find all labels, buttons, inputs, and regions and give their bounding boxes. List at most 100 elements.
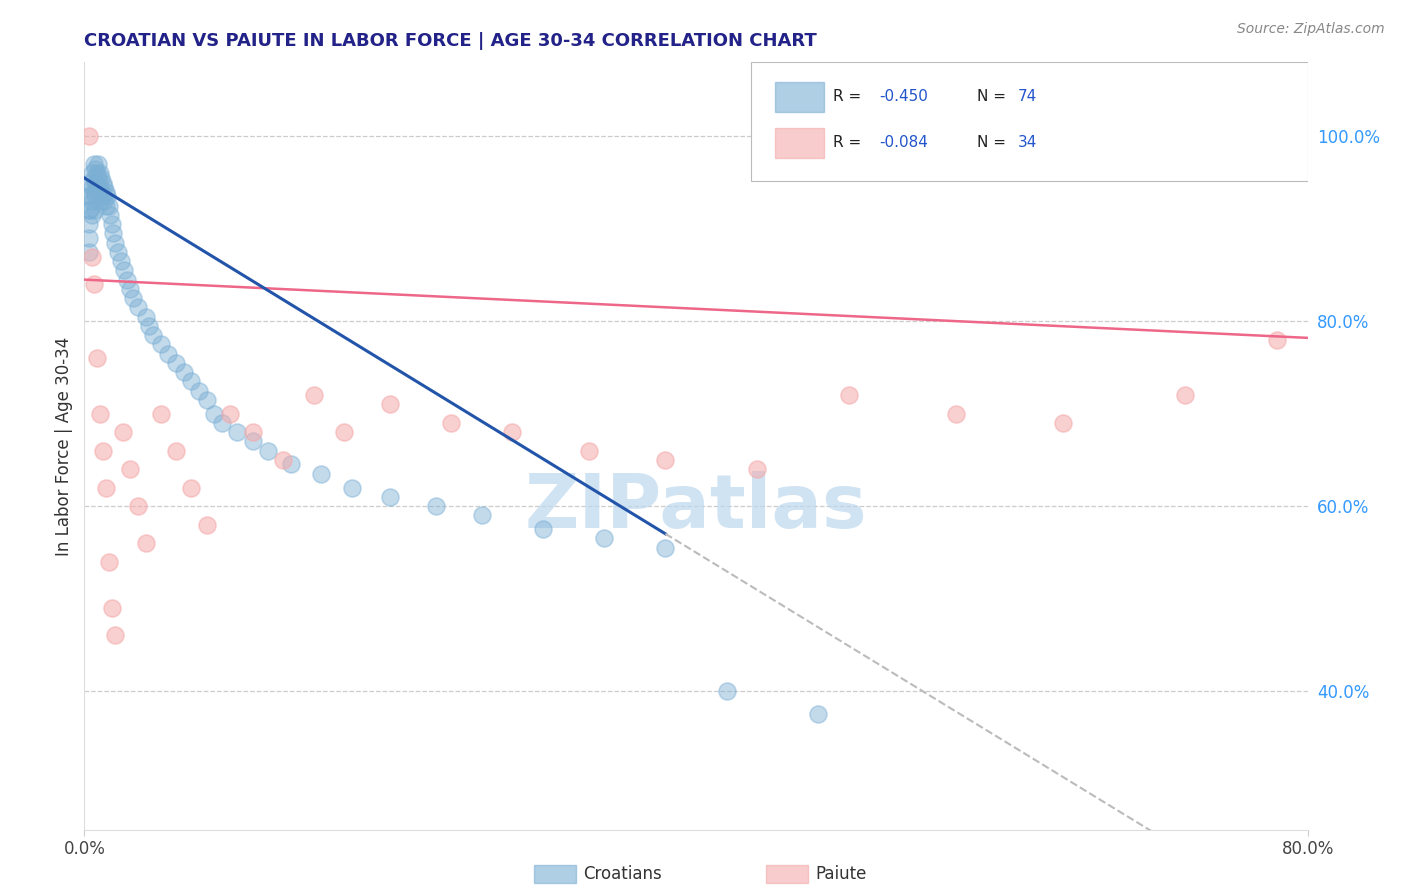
Point: [1052, 416, 1074, 430]
Point: [83, 157, 105, 171]
Point: [165, 356, 187, 370]
FancyBboxPatch shape: [776, 81, 824, 112]
Point: [138, 318, 160, 333]
Point: [311, 467, 333, 481]
Point: [89, 166, 111, 180]
Point: [90, 171, 112, 186]
Point: [77, 129, 100, 144]
Point: [165, 443, 187, 458]
Point: [242, 425, 264, 439]
Point: [531, 522, 554, 536]
Text: Croatians: Croatians: [583, 865, 662, 883]
Point: [104, 628, 127, 642]
Point: [98, 208, 121, 222]
Point: [135, 310, 157, 324]
Text: R =: R =: [832, 136, 866, 151]
Point: [93, 180, 115, 194]
Point: [101, 600, 124, 615]
Y-axis label: In Labor Force | Age 30-34: In Labor Force | Age 30-34: [55, 336, 73, 556]
Point: [654, 453, 676, 467]
Point: [77, 244, 100, 259]
Point: [86, 180, 108, 194]
Text: 34: 34: [1018, 136, 1038, 151]
Point: [77, 217, 100, 231]
Point: [77, 203, 100, 218]
Point: [87, 185, 110, 199]
Point: [593, 532, 616, 546]
Point: [97, 199, 120, 213]
Point: [340, 481, 363, 495]
Point: [96, 189, 118, 203]
Point: [654, 541, 676, 555]
Point: [104, 235, 127, 250]
Point: [103, 227, 125, 241]
Point: [747, 462, 769, 476]
Point: [80, 194, 103, 208]
Point: [180, 374, 202, 388]
Point: [1265, 333, 1288, 347]
Point: [142, 328, 165, 343]
Point: [79, 189, 101, 203]
Point: [87, 171, 110, 186]
Point: [80, 166, 103, 180]
Point: [77, 231, 100, 245]
Point: [838, 388, 860, 402]
Text: Paiute: Paiute: [815, 865, 868, 883]
Point: [112, 263, 135, 277]
Point: [280, 458, 302, 472]
Point: [157, 346, 180, 360]
Point: [79, 203, 101, 218]
Point: [91, 176, 114, 190]
Point: [425, 499, 447, 513]
Point: [333, 425, 356, 439]
Text: R =: R =: [832, 89, 866, 104]
Point: [89, 194, 111, 208]
Point: [716, 684, 738, 698]
Point: [211, 416, 233, 430]
Point: [107, 244, 129, 259]
Text: ZIPatlas: ZIPatlas: [524, 471, 868, 544]
Point: [115, 272, 138, 286]
Text: N =: N =: [977, 89, 1011, 104]
Point: [120, 462, 142, 476]
Point: [94, 199, 117, 213]
Point: [257, 443, 280, 458]
Point: [110, 254, 132, 268]
Point: [945, 407, 967, 421]
Point: [188, 384, 211, 398]
Point: [440, 416, 463, 430]
Point: [77, 189, 100, 203]
Point: [86, 351, 108, 366]
Point: [122, 291, 145, 305]
Point: [195, 392, 218, 407]
Point: [120, 282, 142, 296]
Text: -0.084: -0.084: [880, 136, 928, 151]
Point: [202, 407, 225, 421]
Text: CROATIAN VS PAIUTE IN LABOR FORCE | AGE 30-34 CORRELATION CHART: CROATIAN VS PAIUTE IN LABOR FORCE | AGE …: [84, 32, 817, 50]
Point: [84, 189, 107, 203]
Point: [149, 337, 172, 351]
Point: [84, 176, 107, 190]
Point: [89, 180, 111, 194]
Text: 74: 74: [1018, 89, 1038, 104]
Point: [91, 189, 114, 203]
Text: -0.450: -0.450: [880, 89, 928, 104]
Point: [87, 157, 110, 171]
Point: [89, 407, 111, 421]
Point: [83, 277, 105, 292]
Point: [83, 185, 105, 199]
Point: [502, 425, 524, 439]
Point: [380, 397, 402, 411]
Point: [86, 166, 108, 180]
Point: [578, 443, 600, 458]
Point: [80, 180, 103, 194]
Point: [242, 434, 264, 449]
Point: [807, 706, 830, 721]
Point: [91, 443, 114, 458]
Point: [94, 185, 117, 199]
Point: [127, 301, 149, 315]
Point: [380, 490, 402, 504]
Text: Source: ZipAtlas.com: Source: ZipAtlas.com: [1237, 22, 1385, 37]
Point: [149, 407, 172, 421]
Point: [127, 499, 149, 513]
